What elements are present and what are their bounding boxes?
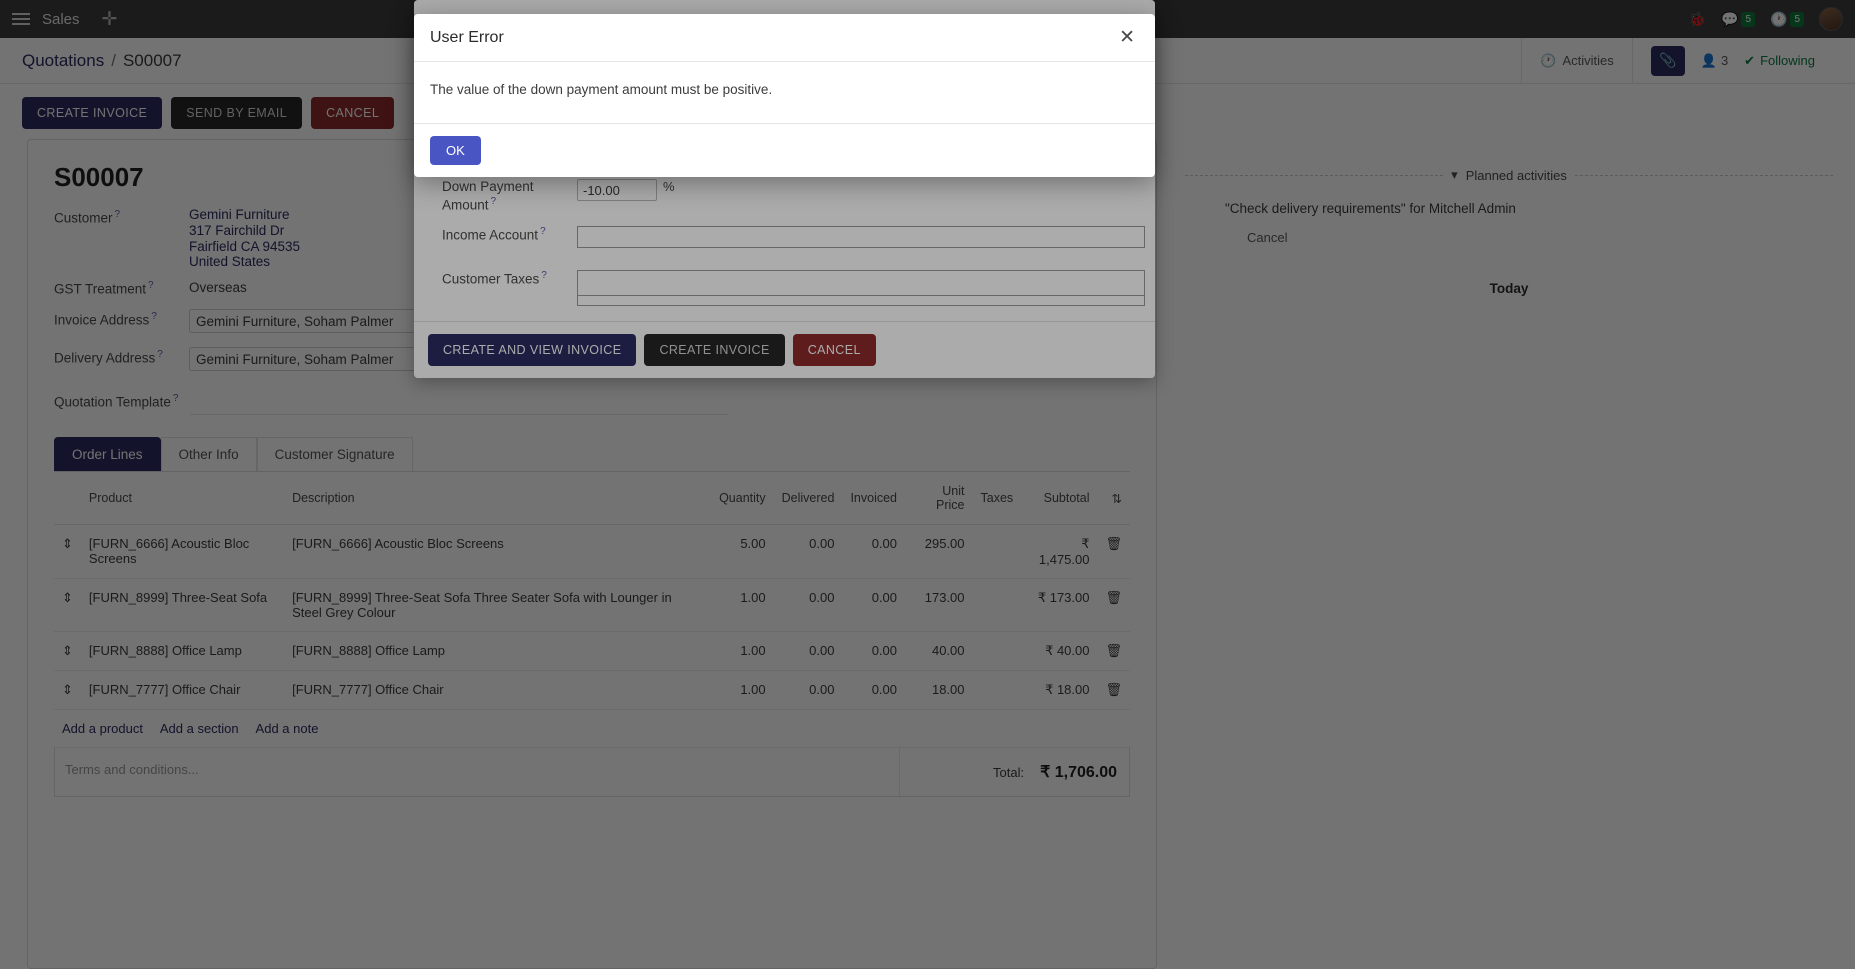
error-dialog-message: The value of the down payment amount mus… [414, 62, 1155, 124]
down-payment-amount-input[interactable] [577, 179, 657, 201]
wizard-footer: CREATE AND VIEW INVOICE CREATE INVOICE C… [414, 321, 1155, 378]
close-icon[interactable]: ✕ [1119, 27, 1135, 48]
wizard-cancel-button[interactable]: CANCEL [792, 334, 876, 366]
field-down-payment-amount: Down Payment Amount? % [414, 179, 1155, 214]
customer-taxes-label: Customer Taxes? [442, 270, 547, 287]
ok-button[interactable]: OK [430, 136, 481, 165]
income-account-label: Income Account? [442, 226, 546, 243]
customer-taxes-group [577, 270, 1145, 307]
error-dialog-header: User Error ✕ [414, 14, 1155, 62]
create-and-view-invoice-button[interactable]: CREATE AND VIEW INVOICE [428, 334, 637, 366]
wizard-create-invoice-button[interactable]: CREATE INVOICE [644, 334, 785, 366]
required-marker: ? [490, 195, 497, 207]
field-income-account: Income Account? [414, 226, 1155, 249]
wizard-body: Down payment (fixed amount) Down Payment… [414, 0, 1155, 307]
error-dialog-title: User Error [430, 28, 504, 46]
required-marker: ? [540, 226, 546, 238]
down-payment-amount-label: Down Payment Amount? [442, 179, 534, 213]
customer-taxes-input[interactable] [577, 270, 1145, 297]
percent-symbol: % [663, 179, 675, 194]
error-dialog-footer: OK [414, 124, 1155, 177]
customer-taxes-dropdown-area[interactable] [577, 296, 1145, 307]
required-marker: ? [541, 270, 547, 282]
field-customer-taxes: Customer Taxes? [414, 270, 1155, 307]
income-account-input[interactable] [577, 226, 1145, 249]
user-error-dialog: User Error ✕ The value of the down payme… [414, 14, 1155, 177]
